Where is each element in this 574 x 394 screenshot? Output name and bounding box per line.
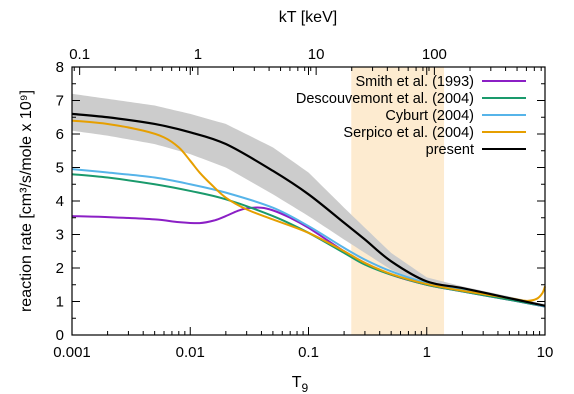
series-line-present: [71, 112, 546, 307]
background-bands: [72, 67, 545, 335]
legend: Smith et al. (1993)Descouvemont et al. (…: [296, 74, 526, 158]
x-tick-label: 0.001: [53, 344, 91, 361]
series-curves: [71, 112, 546, 308]
x2-tick-label: 100: [422, 46, 447, 63]
x-tick-label: 0.01: [176, 344, 205, 361]
legend-label-descouvemont-et-al-2004: Descouvemont et al. (2004): [296, 91, 474, 107]
x2-axis-title: kT [keV]: [279, 9, 337, 26]
y-axis-title: reaction rate [cm³/s/mole x 10⁹]: [18, 90, 35, 312]
legend-label-cyburt-2004: Cyburt (2004): [385, 108, 474, 124]
y-tick-label: 4: [56, 193, 64, 210]
uncertainty-band: [72, 93, 545, 308]
y-tick-label: 6: [56, 126, 64, 143]
highlight-band: [351, 67, 445, 335]
legend-label-present: present: [426, 142, 474, 158]
x2-tick-label: 1: [194, 46, 202, 63]
x-tick-label: 10: [537, 344, 554, 361]
y-tick-label: 1: [56, 294, 64, 311]
x-tick-label: 1: [423, 344, 431, 361]
y-tick-label: 0: [56, 327, 64, 344]
x2-tick-label: 0.1: [69, 46, 90, 63]
series-line-cyburt-2004: [71, 168, 546, 308]
x-axis-title: T9: [292, 374, 309, 394]
legend-label-serpico-et-al-2004: Serpico et al. (2004): [343, 125, 474, 141]
legend-label-smith-et-al-1993: Smith et al. (1993): [356, 74, 474, 90]
x-tick-label: 0.1: [298, 344, 319, 361]
y-tick-label: 3: [56, 227, 64, 244]
y-tick-label: 5: [56, 160, 64, 177]
y-tick-label: 2: [56, 260, 64, 277]
x2-tick-label: 10: [308, 46, 325, 63]
y-tick-label: 7: [56, 93, 64, 110]
y-tick-label: 8: [56, 59, 64, 76]
